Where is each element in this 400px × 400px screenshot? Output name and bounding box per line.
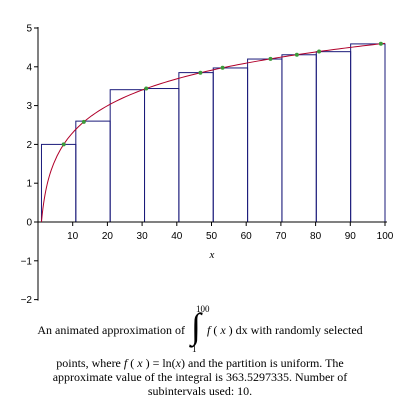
sample-point	[294, 52, 299, 57]
y-tick-label: 3	[26, 101, 32, 112]
integrand-variable: x	[220, 323, 226, 337]
riemann-rect	[40, 143, 77, 223]
caption-x2: x	[175, 356, 181, 370]
y-tick-label: 4	[26, 62, 32, 73]
x-tick-label: 20	[102, 231, 114, 242]
y-tick-label: 1	[26, 179, 32, 190]
riemann-rect	[281, 54, 317, 223]
x-tick-label: 40	[171, 231, 183, 242]
riemann-sum-plot: 10 20 30 40 50 60 70 80 90 100 −2 −1 0 1 2 3 4 5 x	[21, 24, 394, 306]
riemann-rect	[75, 120, 111, 223]
riemann-rect	[109, 89, 146, 223]
x-tick-label: 10	[67, 231, 79, 242]
sample-point	[220, 65, 225, 70]
x-tick-label: 80	[310, 231, 322, 242]
integrand-function: f	[207, 323, 211, 337]
caption-x: x	[137, 356, 143, 370]
sample-points	[61, 41, 383, 147]
x-tick-label: 30	[137, 231, 149, 242]
x-tick-label: 60	[241, 231, 253, 242]
caption-f: f	[123, 356, 128, 370]
integrand-differential: dx	[235, 323, 248, 337]
caption-text-start: An animated approximation of	[37, 323, 185, 337]
caption-line-2: points, where f ( x ) = ln(x) and the pa…	[0, 356, 400, 370]
riemann-rect	[247, 58, 283, 223]
sample-point	[268, 56, 273, 61]
sample-point	[198, 70, 203, 75]
riemann-rectangles	[40, 43, 386, 223]
integral-symbol: ∫	[191, 306, 201, 346]
sample-point	[61, 142, 66, 147]
sample-point	[81, 119, 86, 124]
riemann-rect	[178, 72, 214, 223]
y-tick-label: 0	[26, 218, 32, 229]
riemann-rect	[144, 88, 180, 223]
integral-lower-limit: 1	[192, 344, 197, 354]
integrand-open-paren: (	[213, 323, 218, 337]
caption-line-4: subintervals used: 10.	[147, 384, 253, 398]
y-tick-label: 5	[26, 24, 32, 35]
x-tick-label: 50	[206, 231, 218, 242]
x-axis-label: x	[209, 249, 215, 261]
integral-sign: ∫ 100 1	[188, 304, 210, 354]
caption: An animated approximation of ∫ 100 1 f (…	[0, 304, 400, 398]
caption-where: points, where	[56, 356, 121, 370]
integrand-close-paren: )	[228, 323, 233, 337]
caption-line-3: approximate value of the integral is 363…	[52, 370, 348, 384]
y-tick-label: −1	[21, 256, 33, 267]
sample-point	[378, 41, 383, 46]
caption-text-end: with randomly selected	[250, 323, 363, 337]
riemann-rect	[315, 51, 352, 223]
caption-open-paren: (	[130, 356, 135, 370]
axes	[34, 27, 387, 301]
x-tick-label: 90	[345, 231, 357, 242]
y-tick-label: −2	[21, 295, 33, 305]
caption-line-1: An animated approximation of ∫ 100 1 f (…	[0, 304, 400, 354]
x-tick-label: 100	[377, 231, 394, 242]
x-tick-label: 70	[275, 231, 287, 242]
riemann-rect	[350, 43, 386, 223]
caption-rest: ) and the partition is uniform. The	[181, 356, 344, 370]
sample-point	[144, 86, 149, 91]
caption-close-paren: )	[145, 356, 150, 370]
caption-eq: = ln(	[152, 356, 176, 370]
y-tick-label: 2	[26, 140, 32, 151]
integral-upper-limit: 100	[196, 304, 210, 314]
riemann-rect	[212, 67, 249, 223]
tick-labels: 10 20 30 40 50 60 70 80 90 100 −2 −1 0 1 2 3 4 5	[21, 24, 394, 306]
sample-point	[317, 49, 322, 54]
